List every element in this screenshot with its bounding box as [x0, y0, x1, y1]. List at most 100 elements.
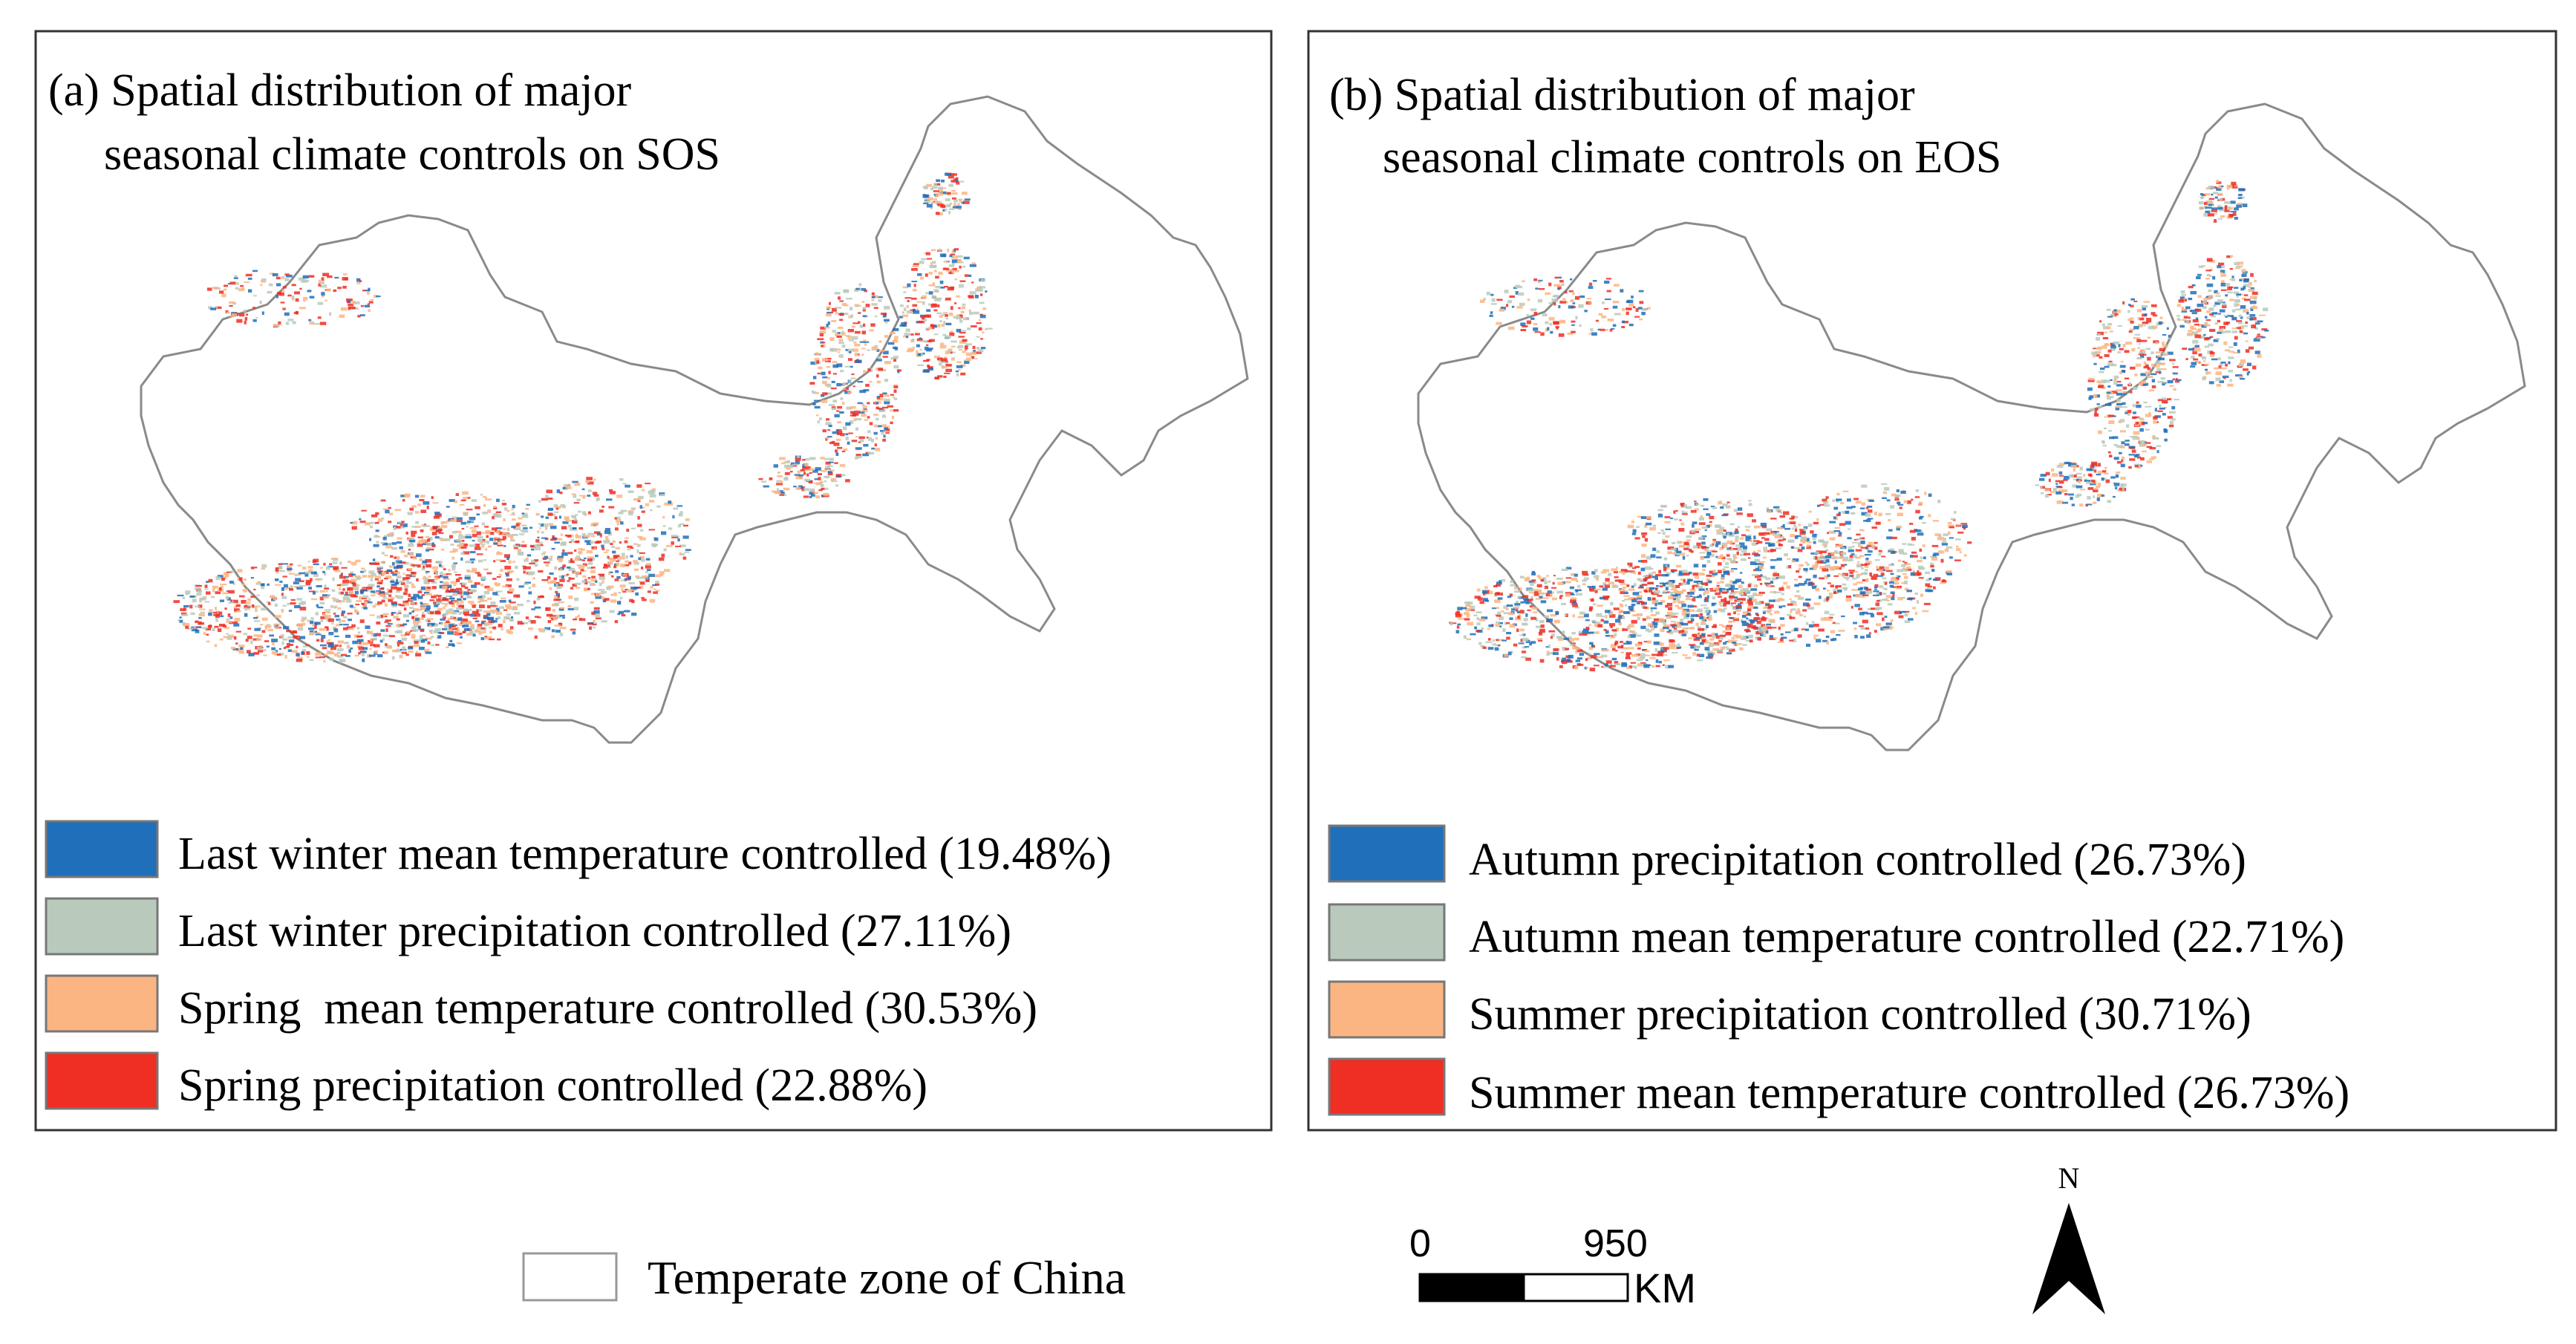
- pixel-mark: [1682, 654, 1688, 656]
- pixel-mark: [1614, 642, 1617, 646]
- pixel-mark: [1799, 532, 1806, 535]
- pixel-mark: [1682, 555, 1686, 560]
- pixel-mark: [893, 385, 899, 388]
- pixel-mark: [1559, 665, 1563, 668]
- pixel-mark: [542, 628, 548, 630]
- pixel-mark: [1492, 643, 1496, 646]
- pixel-mark: [905, 328, 910, 332]
- pixel-mark: [1501, 610, 1504, 613]
- pixel-mark: [966, 352, 972, 356]
- pixel-mark: [226, 571, 233, 573]
- pixel-mark: [1628, 565, 1634, 568]
- pixel-mark: [624, 540, 628, 544]
- pixel-mark: [339, 575, 343, 577]
- pixel-mark: [855, 455, 862, 459]
- pixel-mark: [324, 572, 327, 575]
- pixel-mark: [315, 612, 319, 616]
- pixel-mark: [822, 392, 827, 396]
- pixel-mark: [647, 590, 651, 593]
- pixel-mark: [440, 632, 445, 634]
- pixel-mark: [1874, 586, 1878, 589]
- pixel-mark: [1683, 572, 1690, 576]
- pixel-mark: [610, 599, 617, 603]
- pixel-mark: [195, 605, 200, 607]
- pixel-mark: [876, 359, 882, 362]
- pixel-mark: [951, 197, 956, 200]
- pixel-mark: [883, 434, 886, 438]
- pixel-mark: [1562, 630, 1565, 634]
- pixel-mark: [649, 598, 656, 603]
- pixel-mark: [913, 284, 916, 287]
- pixel-mark: [952, 270, 959, 273]
- pixel-mark: [1876, 575, 1884, 577]
- pixel-mark: [1633, 583, 1637, 587]
- pixel-mark: [948, 350, 951, 353]
- pixel-mark: [950, 286, 954, 290]
- classified-pixels: [1449, 180, 2269, 672]
- pixel-mark: [1794, 528, 1798, 532]
- pixel-mark: [820, 480, 824, 483]
- pixel-mark: [550, 555, 552, 558]
- pixel-mark: [1654, 648, 1658, 652]
- pixel-mark: [1520, 639, 1524, 642]
- pixel-mark: [1842, 583, 1847, 586]
- pixel-mark: [406, 581, 412, 584]
- pixel-mark: [1681, 622, 1689, 626]
- pixel-mark: [549, 557, 552, 561]
- pixel-mark: [874, 448, 881, 451]
- pixel-mark: [1659, 582, 1665, 584]
- pixel-mark: [413, 593, 420, 598]
- pixel-mark: [1868, 632, 1871, 635]
- pixel-mark: [443, 581, 449, 585]
- pixel-mark: [521, 529, 527, 532]
- pixel-mark: [585, 480, 590, 483]
- pixel-mark: [882, 438, 886, 442]
- pixel-mark: [347, 596, 350, 601]
- pixel-mark: [325, 616, 329, 619]
- pixel-mark: [1739, 643, 1742, 645]
- pixel-mark: [850, 314, 853, 319]
- pixel-mark: [1561, 568, 1568, 571]
- pixel-mark: [1750, 539, 1752, 542]
- pixel-mark: [893, 358, 897, 362]
- pixel-mark: [396, 575, 402, 579]
- pixel-mark: [1873, 590, 1879, 593]
- pixel-mark: [1649, 590, 1653, 593]
- pixel-mark: [390, 586, 397, 590]
- pixel-mark: [1918, 577, 1924, 579]
- pixel-mark: [841, 450, 846, 452]
- pixel-mark: [373, 637, 377, 641]
- pixel-mark: [329, 312, 332, 316]
- pixel-mark: [472, 617, 478, 619]
- pixel-mark: [375, 603, 380, 606]
- pixel-mark: [291, 284, 296, 287]
- pixel-mark: [1455, 612, 1461, 616]
- pixel-mark: [1851, 571, 1859, 573]
- pixel-mark: [538, 570, 544, 572]
- pixel-mark: [299, 287, 302, 290]
- pixel-mark: [1731, 639, 1738, 642]
- pixel-mark: [1519, 634, 1525, 636]
- pixel-mark: [501, 532, 508, 535]
- pixel-mark: [323, 659, 326, 663]
- pixel-mark: [1516, 608, 1519, 612]
- pixel-mark: [650, 489, 656, 493]
- pixel-mark: [389, 590, 392, 593]
- pixel-mark: [359, 521, 366, 523]
- pixel-mark: [281, 587, 284, 591]
- pixel-mark: [815, 467, 821, 471]
- pixel-mark: [1755, 613, 1758, 616]
- pixel-mark: [1834, 560, 1837, 564]
- pixel-mark: [376, 562, 379, 565]
- pixel-mark: [827, 436, 832, 438]
- pixel-mark: [827, 472, 833, 476]
- pixel-mark: [380, 579, 383, 582]
- pixel-mark: [514, 612, 520, 615]
- pixel-mark: [1865, 561, 1872, 564]
- pixel-mark: [876, 296, 883, 299]
- pixel-mark: [814, 478, 818, 480]
- pixel-mark: [1833, 590, 1836, 594]
- pixel-mark: [252, 307, 255, 309]
- pixel-mark: [625, 484, 630, 488]
- pixel-mark: [1544, 615, 1550, 619]
